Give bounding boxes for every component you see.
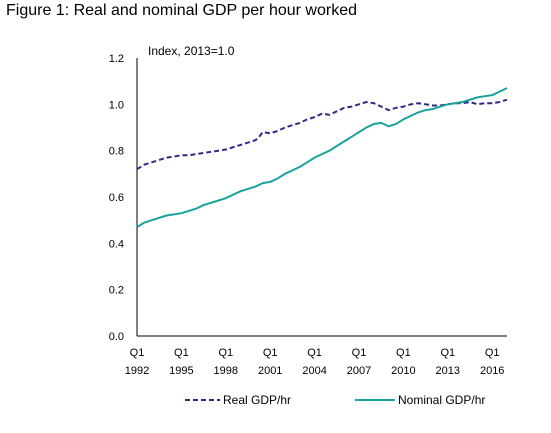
y-tick-label: 0.0	[109, 331, 124, 343]
y-tick-label: 1.0	[109, 99, 124, 111]
x-tick-labels: Q1 1992 Q1 1995 Q1 1998 Q1 2001 Q1 2004 Q1 2007 Q1 20…	[125, 347, 505, 377]
x-tick-year-label: 1998	[214, 365, 238, 377]
legend: Real GDP/hr Nominal GDP/hr	[185, 393, 485, 407]
y-tick-labels: 0.0 0.2 0.4 0.6 0.8 1.0 1.2	[109, 53, 124, 343]
x-tick-year-label: 1995	[169, 365, 193, 377]
x-tick-year-label: 2010	[391, 365, 415, 377]
x-tick-quarter-label: Q1	[263, 347, 278, 359]
series-line-nominal-gdp-hr	[136, 87, 508, 228]
x-tick-quarter-label: Q1	[396, 347, 411, 359]
y-tick-label: 0.2	[109, 285, 124, 297]
y-tick-label: 1.2	[109, 53, 124, 65]
series-line-real-gdp-hr	[136, 98, 508, 171]
x-tick-quarter-label: Q1	[485, 347, 500, 359]
y-tick-label: 0.4	[109, 238, 124, 250]
x-tick-year-label: 2016	[480, 365, 504, 377]
y-tick-label: 0.8	[109, 146, 124, 158]
figure-title: Figure 1: Real and nominal GDP per hour …	[6, 2, 357, 19]
x-tick-year-label: 2013	[436, 365, 460, 377]
x-tick-quarter-label: Q1	[352, 347, 367, 359]
x-tick-quarter-label: Q1	[218, 347, 233, 359]
x-tick-year-label: 1992	[125, 365, 149, 377]
x-tick-quarter-label: Q1	[307, 347, 322, 359]
x-tick-quarter-label: Q1	[130, 347, 145, 359]
series-layer	[136, 87, 508, 228]
x-tick-quarter-label: Q1	[440, 347, 455, 359]
x-tick-year-label: 2004	[302, 365, 326, 377]
axes	[136, 58, 507, 337]
x-tick-year-label: 2001	[258, 365, 282, 377]
legend-label: Nominal GDP/hr	[398, 393, 485, 407]
y-tick-label: 0.6	[109, 192, 124, 204]
x-tick-quarter-label: Q1	[174, 347, 189, 359]
x-tick-year-label: 2007	[347, 365, 371, 377]
legend-label: Real GDP/hr	[223, 393, 291, 407]
y-axis-annotation: Index, 2013=1.0	[148, 44, 235, 58]
